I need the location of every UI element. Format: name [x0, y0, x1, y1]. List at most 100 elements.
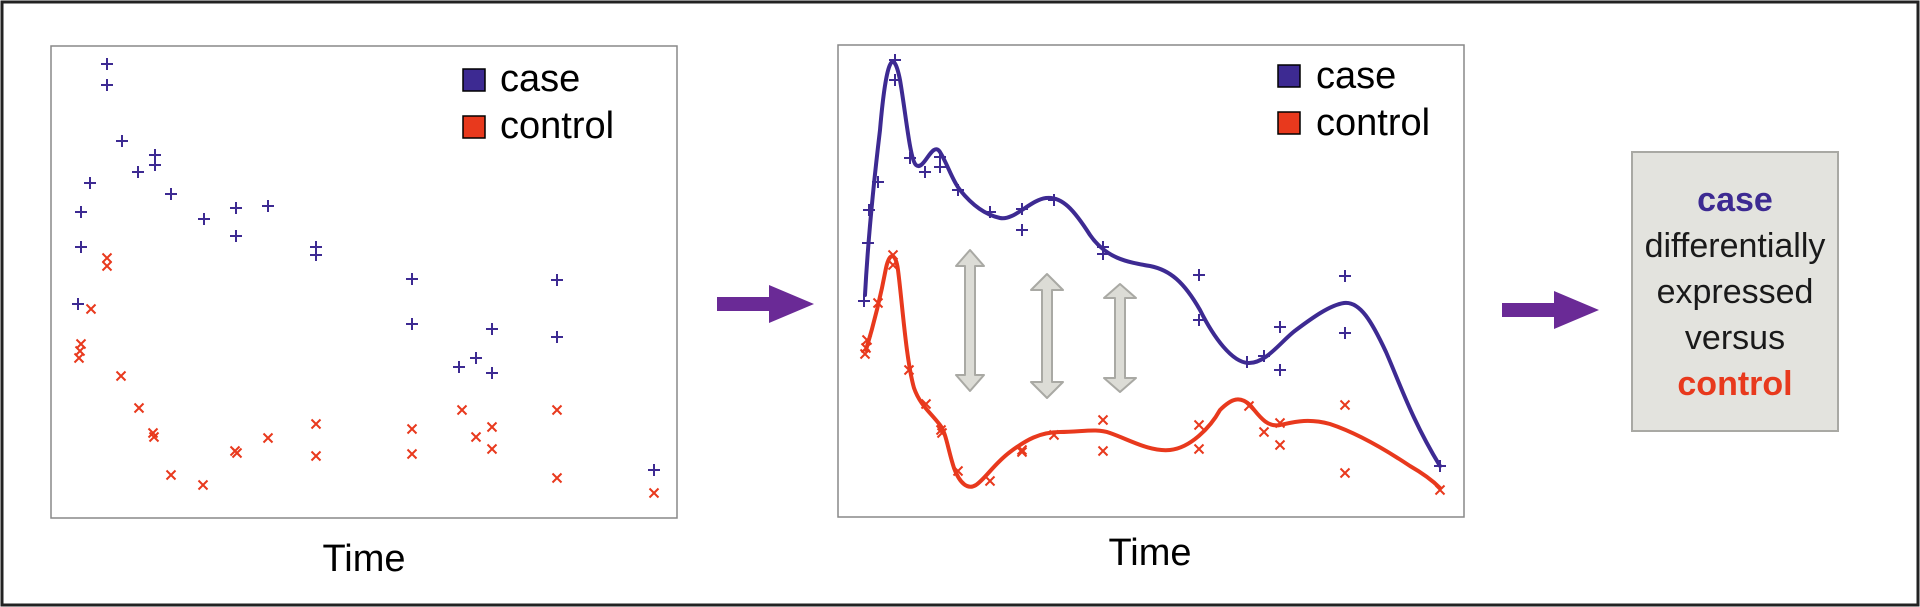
control-marker	[486, 443, 498, 455]
control-marker	[952, 465, 964, 477]
case-marker	[116, 135, 128, 147]
control-marker	[936, 427, 948, 439]
case-marker	[1274, 321, 1286, 333]
case-marker	[406, 273, 418, 285]
case-marker	[952, 184, 964, 196]
control-marker	[310, 418, 322, 430]
case-marker	[934, 161, 946, 173]
conclusion-case-word: case	[1697, 180, 1773, 219]
case-marker	[889, 74, 901, 86]
legend-case-label: case	[1316, 55, 1396, 97]
case-marker	[863, 204, 875, 216]
right-arrow-icon	[1502, 291, 1599, 329]
control-marker	[456, 404, 468, 416]
raw-legend: case control	[462, 58, 614, 147]
control-marker	[133, 402, 145, 414]
control-marker	[872, 297, 884, 309]
control-marker	[1258, 426, 1270, 438]
case-marker	[1016, 203, 1028, 215]
conclusion-box: case differentially expressed versus con…	[1631, 151, 1839, 432]
case-marker	[165, 188, 177, 200]
case-marker	[1193, 269, 1205, 281]
case-marker	[1339, 327, 1351, 339]
case-marker	[486, 323, 498, 335]
control-marker	[165, 469, 177, 481]
control-marker	[1048, 429, 1060, 441]
control-marker	[101, 260, 113, 272]
control-marker	[73, 352, 85, 364]
control-marker	[1434, 484, 1446, 496]
conclusion-line-versus: versus	[1684, 318, 1786, 357]
control-marker	[310, 450, 322, 462]
legend-case-swatch	[1277, 64, 1301, 88]
legend-control-label: control	[1316, 102, 1430, 144]
case-marker	[75, 241, 87, 253]
control-marker	[197, 479, 209, 491]
control-marker	[1193, 443, 1205, 455]
control-marker	[486, 421, 498, 433]
control-marker	[1274, 417, 1286, 429]
legend-case-label: case	[500, 58, 580, 100]
case-marker	[75, 206, 87, 218]
case-marker	[1274, 364, 1286, 376]
control-marker	[903, 364, 915, 376]
fitted-control-markers	[859, 249, 1446, 496]
legend-control-swatch	[1277, 111, 1301, 135]
control-marker	[115, 370, 127, 382]
control-marker	[648, 487, 660, 499]
control-marker	[85, 303, 97, 315]
case-marker	[149, 159, 161, 171]
control-marker	[1243, 400, 1255, 412]
legend-control-swatch	[462, 115, 486, 139]
fitted-legend: case control	[1277, 55, 1430, 144]
control-marker	[859, 348, 871, 360]
control-marker	[887, 259, 899, 271]
case-marker	[1339, 270, 1351, 282]
control-marker	[887, 249, 899, 261]
case-marker	[858, 295, 870, 307]
legend-case-swatch	[462, 68, 486, 92]
case-marker	[904, 152, 916, 164]
control-marker	[1016, 444, 1028, 456]
control-marker	[406, 448, 418, 460]
legend-control-label: control	[500, 105, 614, 147]
control-marker	[1097, 445, 1109, 457]
control-marker	[262, 432, 274, 444]
case-marker	[101, 79, 113, 91]
control-marker	[1274, 439, 1286, 451]
case-marker	[470, 352, 482, 364]
fitted-x-axis-label: Time	[1108, 532, 1191, 574]
control-marker	[1193, 419, 1205, 431]
case-marker	[132, 166, 144, 178]
case-marker	[551, 274, 563, 286]
case-marker	[406, 318, 418, 330]
control-marker	[1339, 467, 1351, 479]
control-fitted-curve	[864, 254, 1442, 490]
conclusion-control-word: control	[1677, 364, 1793, 403]
case-marker	[648, 464, 660, 476]
case-marker	[862, 237, 874, 249]
control-marker	[231, 447, 243, 459]
case-marker	[1048, 194, 1060, 206]
case-marker	[262, 200, 274, 212]
case-marker	[551, 331, 563, 343]
control-marker	[920, 398, 932, 410]
case-marker	[1241, 356, 1253, 368]
control-marker	[470, 431, 482, 443]
fitted-case-markers	[858, 54, 1446, 472]
case-marker	[1193, 314, 1205, 326]
case-marker	[984, 206, 996, 218]
case-marker	[230, 230, 242, 242]
double-arrow-icon	[955, 249, 985, 392]
control-marker	[148, 431, 160, 443]
double-arrow-icon	[1103, 283, 1137, 393]
right-arrow-icon	[717, 285, 814, 323]
conclusion-line-expressed: expressed	[1656, 272, 1814, 311]
case-marker	[1258, 350, 1270, 362]
raw-control-markers	[73, 252, 660, 499]
control-marker	[935, 424, 947, 436]
case-marker	[72, 298, 84, 310]
control-marker	[1016, 446, 1028, 458]
